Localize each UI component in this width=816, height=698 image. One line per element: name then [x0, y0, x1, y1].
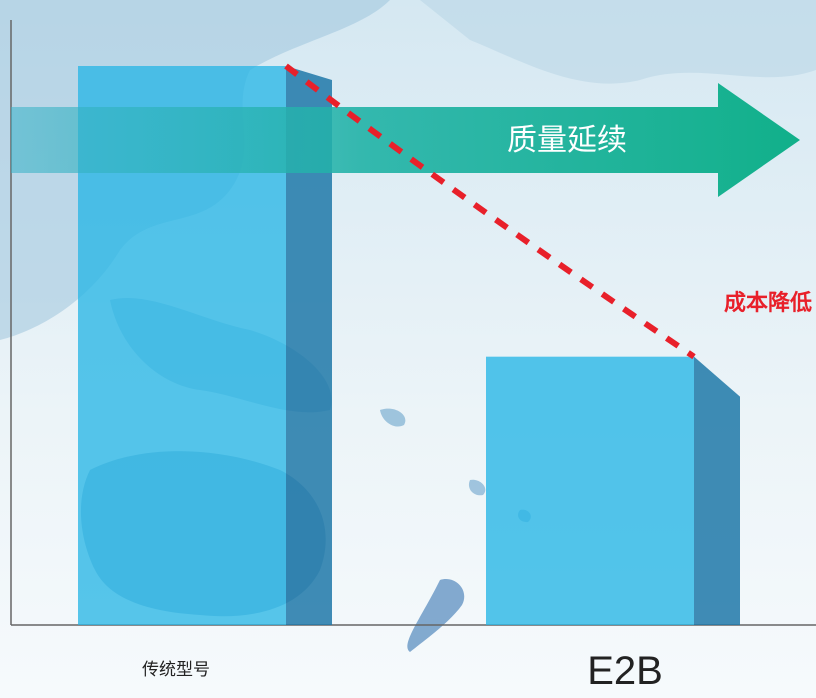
bar-traditional-side: [286, 66, 332, 625]
cost-trend-label: 成本降低: [724, 291, 812, 316]
quality-arrow-label: 质量延续: [507, 123, 627, 158]
quality-arrow: 质量延续: [11, 83, 800, 197]
bar-e2b-side: [694, 356, 740, 625]
quality-arrow-shape: [11, 83, 800, 197]
cost-trend-line: [284, 63, 696, 360]
map-landmass-new-zealand: [407, 579, 465, 652]
map-landmass-pacific-isles: [380, 408, 531, 523]
category-label-traditional: 传统型号: [142, 660, 210, 680]
trend-layer: [284, 63, 696, 360]
category-label-e2b: E2B: [587, 649, 663, 693]
bar-e2b-front: [486, 356, 694, 625]
map-landmass-north: [420, 0, 816, 84]
